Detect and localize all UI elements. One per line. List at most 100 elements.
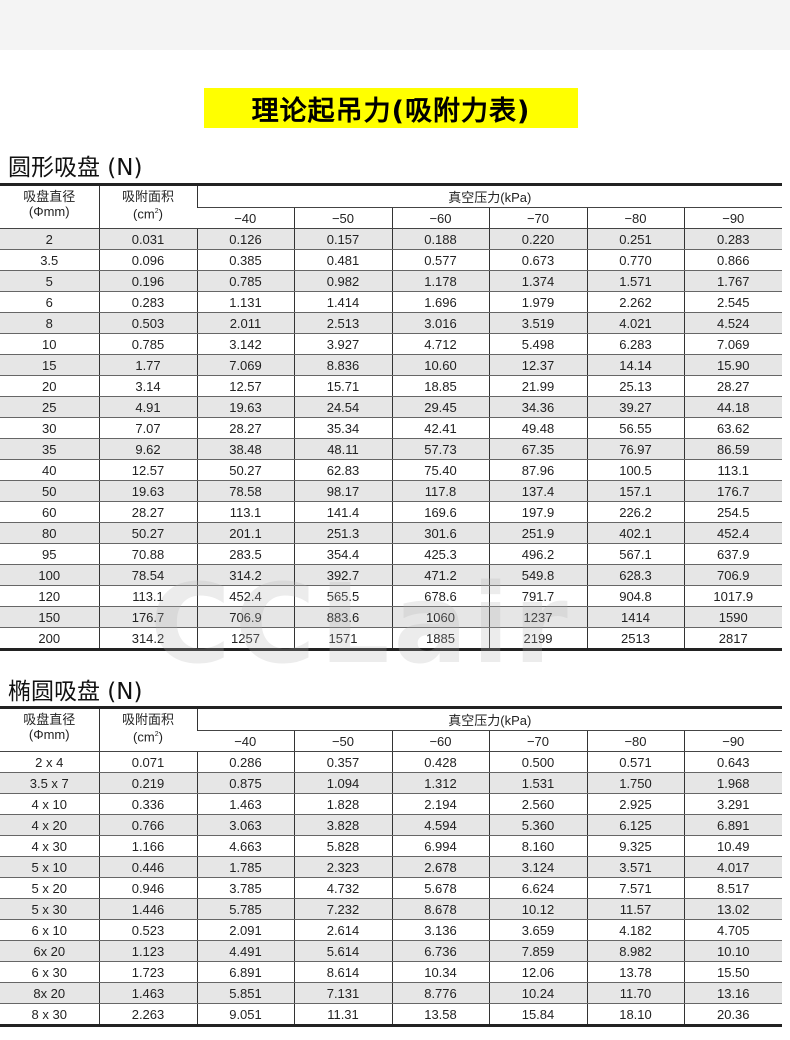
table-cell: 5.851 (196, 982, 294, 1004)
pressure-column-header: −50 (293, 207, 392, 229)
table-cell: 8.776 (391, 982, 489, 1004)
table-row: 4 x 20 0.766 3.063 3.828 4.594 5.360 6.125 6.89… (0, 814, 783, 836)
table-row: 3.5 0.096 0.385 0.481 0.577 0.673 0.770 0.866 (0, 249, 783, 271)
table-cell: 0.481 (293, 249, 392, 271)
table-row: 5 x 10 0.446 1.785 2.323 2.678 3.124 3.571 4.01… (0, 856, 783, 878)
table-cell: 13.58 (391, 1003, 489, 1027)
table-cell: 1590 (683, 606, 783, 628)
pressure-column-header: −40 (197, 730, 294, 752)
pressure-column-header: −90 (683, 207, 783, 229)
table-cell: 628.3 (586, 564, 684, 586)
table-cell: 1.571 (586, 270, 684, 292)
table-cell: 113.1 (683, 459, 783, 481)
table-row: 35 9.62 38.48 48.11 57.73 67.35 76.97 86.59 (0, 438, 783, 460)
table-cell: 35.34 (293, 417, 392, 439)
table-cell: 5 x 10 (0, 856, 99, 878)
table-cell: 283.5 (196, 543, 294, 565)
table-cell: 6.736 (391, 940, 489, 962)
table-cell: 402.1 (586, 522, 684, 544)
table-cell: 6.624 (488, 877, 587, 899)
table-cell: 4.594 (391, 814, 489, 836)
oval-section-title: 椭圆吸盘 (N) (8, 679, 143, 705)
table-cell: 0.673 (488, 249, 587, 271)
table-cell: 15.50 (683, 961, 783, 983)
table-cell: 1.979 (488, 291, 587, 313)
table-cell: 904.8 (586, 585, 684, 607)
table-cell: 6 x 10 (0, 919, 99, 941)
table-cell: 176.7 (98, 606, 197, 628)
oval-suction-table: 吸盘直径 (Φmm) 吸附面积 (cm2) 真空压力(kPa) −40 −50 −60 −70−… (0, 706, 783, 1027)
table-cell: 49.48 (488, 417, 587, 439)
table-cell: 21.99 (488, 375, 587, 397)
table-cell: 25.13 (586, 375, 684, 397)
table-cell: 565.5 (293, 585, 392, 607)
table-cell: 0.503 (98, 312, 197, 334)
table-cell: 1.178 (391, 270, 489, 292)
table-cell: 1.374 (488, 270, 587, 292)
table-cell: 10.49 (683, 835, 783, 857)
table-cell: 12.57 (98, 459, 197, 481)
table-cell: 3.828 (293, 814, 392, 836)
table-cell: 176.7 (683, 480, 783, 502)
table-cell: 9.62 (98, 438, 197, 460)
table-cell: 1.828 (293, 793, 392, 815)
table-cell: 76.97 (586, 438, 684, 460)
table-cell: 1.312 (391, 772, 489, 794)
table-cell: 8x 20 (0, 982, 99, 1004)
table-cell: 39.27 (586, 396, 684, 418)
table-cell: 80 (0, 522, 99, 544)
area-header: 吸附面积 (cm2) (98, 183, 197, 229)
table-cell: 0.766 (98, 814, 197, 836)
table-cell: 2.614 (293, 919, 392, 941)
pressure-column-header: −70 (488, 730, 587, 752)
table-cell: 6.125 (586, 814, 684, 836)
table-cell: 4.712 (391, 333, 489, 355)
table-cell: 0.500 (488, 751, 587, 773)
table-cell: 254.5 (683, 501, 783, 523)
table-cell: 452.4 (683, 522, 783, 544)
table-cell: 50 (0, 480, 99, 502)
table-cell: 78.58 (196, 480, 294, 502)
table-cell: 8.160 (488, 835, 587, 857)
table-cell: 100.5 (586, 459, 684, 481)
table-cell: 42.41 (391, 417, 489, 439)
table-row: 4 x 30 1.166 4.663 5.828 6.994 8.160 9.325 10.4… (0, 835, 783, 857)
table-cell: 0.523 (98, 919, 197, 941)
table-cell: 1.531 (488, 772, 587, 794)
table-cell: 1237 (488, 606, 587, 628)
table-cell: 1.123 (98, 940, 197, 962)
table-cell: 1414 (586, 606, 684, 628)
table-cell: 63.62 (683, 417, 783, 439)
table-cell: 141.4 (293, 501, 392, 523)
table-cell: 201.1 (196, 522, 294, 544)
table-row: 15 1.77 7.069 8.836 10.60 12.37 14.14 15.90 (0, 354, 783, 376)
table-cell: 0.446 (98, 856, 197, 878)
table-cell: 2817 (683, 627, 783, 651)
table-cell: 8.517 (683, 877, 783, 899)
table-row: 5 x 30 1.446 5.785 7.232 8.678 10.12 11.57 13.0… (0, 898, 783, 920)
table-cell: 29.45 (391, 396, 489, 418)
table-cell: 78.54 (98, 564, 197, 586)
table-cell: 4.017 (683, 856, 783, 878)
table-cell: 1060 (391, 606, 489, 628)
table-cell: 24.54 (293, 396, 392, 418)
table-cell: 2513 (586, 627, 684, 651)
table-cell: 1.785 (196, 856, 294, 878)
table-row: 100 78.54 314.2 392.7 471.2 549.8 628.3 706.9 (0, 564, 783, 586)
table-cell: 5 (0, 270, 99, 292)
pressure-column-header: −60 (391, 730, 489, 752)
table-cell: 3.124 (488, 856, 587, 878)
table-row: 50 19.63 78.58 98.17 117.8 137.4 157.1 176.7 (0, 480, 783, 502)
table-cell: 1.463 (196, 793, 294, 815)
table-row: 120 113.1 452.4 565.5 678.6 791.7 904.8 1017.9 (0, 585, 783, 607)
table-cell: 5.360 (488, 814, 587, 836)
table-cell: 5.614 (293, 940, 392, 962)
table-cell: 98.17 (293, 480, 392, 502)
table-cell: 251.9 (488, 522, 587, 544)
table-cell: 0.126 (196, 228, 294, 250)
table-cell: 5.828 (293, 835, 392, 857)
table-cell: 75.40 (391, 459, 489, 481)
table-cell: 11.70 (586, 982, 684, 1004)
table-cell: 14.14 (586, 354, 684, 376)
table-cell: 157.1 (586, 480, 684, 502)
